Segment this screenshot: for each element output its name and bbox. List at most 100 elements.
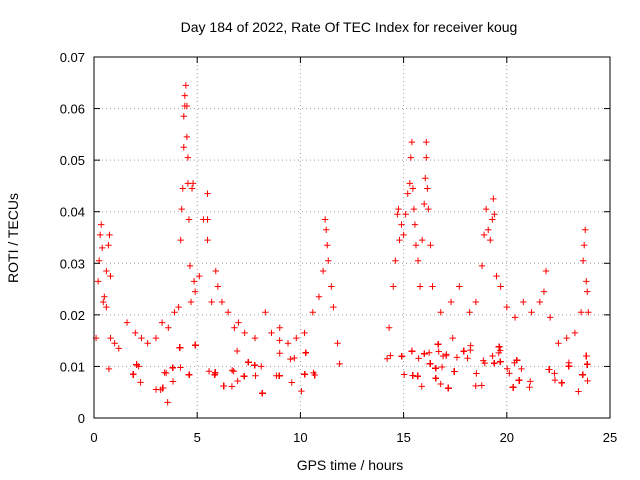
data-point [416, 283, 424, 290]
data-point [583, 352, 590, 360]
data-point [575, 388, 582, 395]
data-point [563, 334, 570, 342]
data-point [432, 365, 439, 372]
data-point [228, 367, 236, 374]
data-point [181, 92, 189, 99]
data-point [489, 216, 496, 223]
data-point [319, 267, 327, 275]
data-point [276, 350, 283, 357]
data-point [152, 334, 160, 342]
data-point [583, 278, 590, 285]
data-point [161, 369, 168, 376]
data-point [204, 216, 211, 223]
data-point [169, 378, 177, 385]
data-point [487, 236, 494, 244]
data-point [558, 379, 565, 387]
data-point [164, 399, 171, 406]
data-point [276, 324, 283, 331]
y-axis-ticks: 0 0.01 0.02 0.03 0.04 0.05 0.06 0.07 [60, 50, 610, 426]
data-point [443, 351, 450, 358]
data-point [302, 349, 309, 356]
data-point [251, 334, 259, 342]
data-point [328, 283, 335, 290]
data-point [276, 372, 283, 379]
data-point [189, 180, 197, 187]
data-point [123, 319, 131, 326]
data-point [396, 236, 403, 244]
data-point [415, 355, 422, 362]
data-point [233, 347, 241, 355]
data-point [515, 377, 523, 384]
data-point [159, 384, 167, 392]
data-point [584, 288, 591, 295]
data-point [528, 309, 535, 316]
data-point [409, 185, 417, 192]
data-point [513, 357, 521, 364]
data-point [96, 231, 104, 239]
data-point [437, 380, 444, 388]
data-point [94, 278, 102, 285]
chart-title: Day 184 of 2022, Rate Of TEC Index for r… [181, 19, 518, 35]
data-point [435, 348, 442, 355]
data-point [228, 383, 236, 390]
plot-frame [93, 56, 611, 419]
data-point [383, 355, 391, 362]
data-point [460, 347, 467, 355]
y-tick-label: 0.01 [60, 359, 85, 374]
data-point [429, 283, 436, 290]
data-point [478, 382, 485, 389]
data-point [180, 144, 187, 151]
data-point [449, 334, 456, 342]
data-point [204, 236, 211, 244]
x-tick-label: 15 [396, 430, 410, 445]
data-point [186, 262, 194, 270]
data-point [284, 340, 292, 347]
data-point [437, 309, 444, 316]
y-tick-label: 0.07 [60, 50, 85, 65]
data-point [309, 309, 316, 316]
data-point [268, 329, 275, 337]
data-point [183, 133, 191, 141]
data-point [311, 371, 318, 379]
data-point [421, 200, 428, 208]
data-point [497, 358, 504, 365]
data-point [178, 205, 185, 213]
data-point [423, 138, 430, 146]
data-point [182, 82, 190, 89]
data-point [190, 278, 198, 285]
y-axis-label: ROTI / TECUs [5, 193, 21, 283]
data-point [536, 298, 544, 306]
data-point [577, 309, 585, 316]
data-point [527, 378, 534, 385]
data-point [406, 180, 413, 187]
data-point [184, 154, 192, 161]
x-tick-label: 10 [293, 430, 307, 445]
data-point [187, 298, 195, 306]
data-point [395, 205, 402, 213]
data-point [301, 329, 308, 337]
data-point [336, 360, 343, 368]
data-point [418, 236, 426, 244]
data-point [456, 283, 463, 290]
data-point [293, 334, 300, 342]
data-point [218, 298, 226, 306]
data-point [330, 303, 337, 311]
data-point [495, 343, 503, 351]
data-point [426, 360, 434, 367]
data-point [180, 113, 187, 120]
data-point [291, 354, 298, 362]
data-point [526, 384, 533, 391]
data-point [175, 303, 182, 311]
data-point [390, 283, 397, 290]
data-point [432, 375, 439, 382]
data-point [511, 314, 519, 321]
data-point [324, 242, 331, 249]
data-point [504, 365, 511, 372]
data-point [185, 216, 193, 223]
data-point [411, 221, 419, 228]
data-point [169, 364, 176, 371]
data-point [224, 309, 232, 316]
data-point [107, 272, 114, 280]
data-point [315, 293, 323, 301]
data-point [325, 257, 332, 264]
